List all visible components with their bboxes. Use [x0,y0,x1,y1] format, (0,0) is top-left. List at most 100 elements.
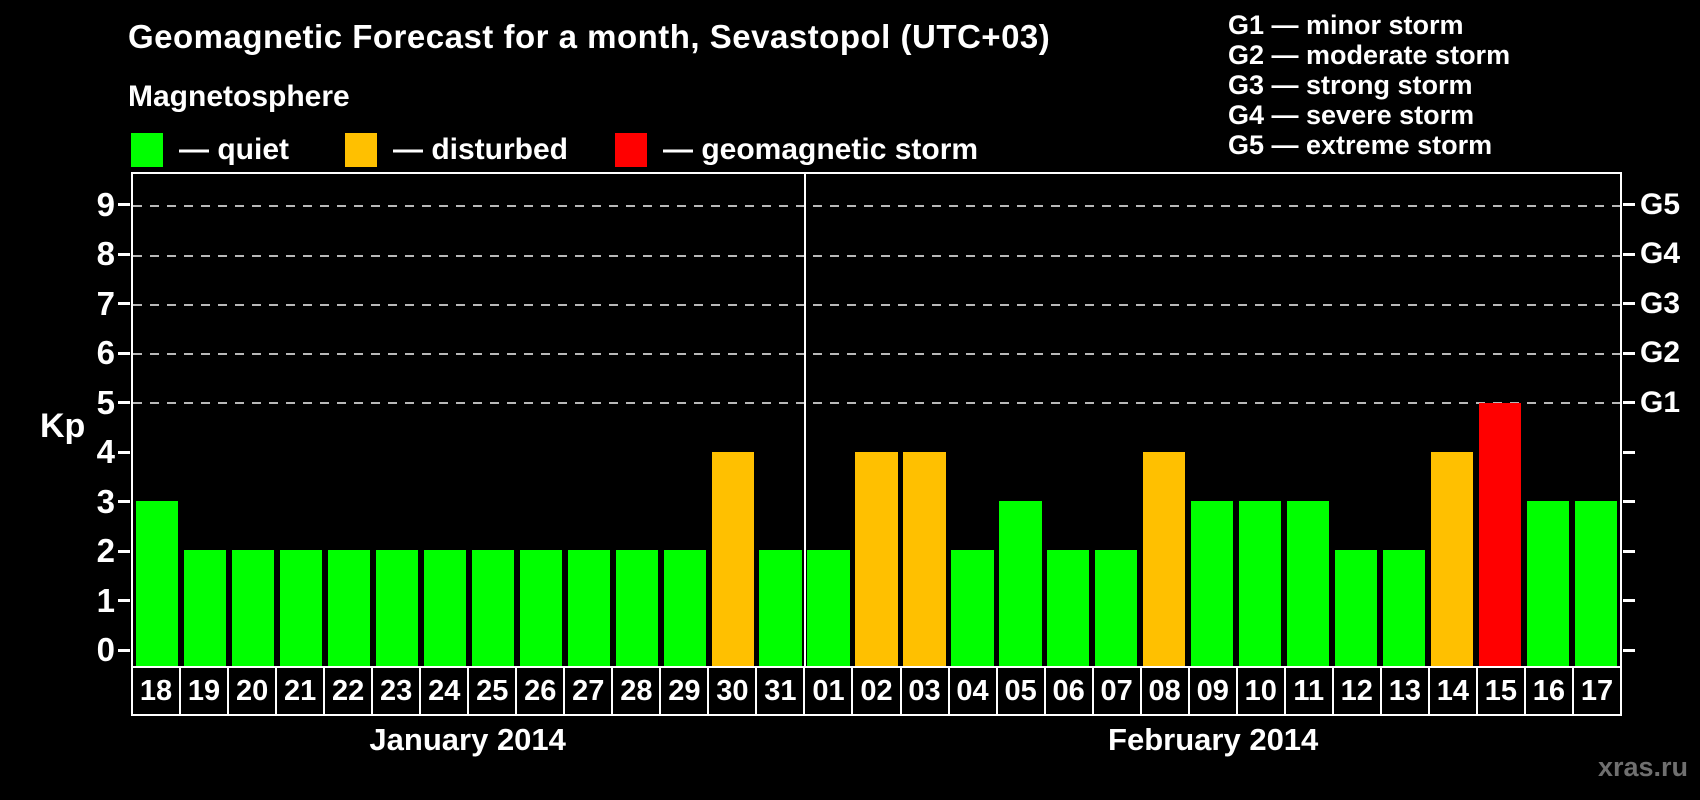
day-label: 27 [563,668,611,714]
y-axis-label-7: 7 [96,284,115,322]
y-axis-label-2: 2 [96,532,115,570]
bar-slot [996,174,1044,666]
day-label: 12 [1331,668,1380,714]
kp-bar [951,550,994,666]
y-axis-tick-left [118,549,130,553]
kp-bar [855,451,898,666]
bar-slot [181,174,229,666]
y-axis-label-8: 8 [96,235,115,273]
y-axis-tick-right [1623,599,1635,603]
day-label: 03 [899,668,948,714]
bar-slot [421,174,469,666]
bar-slot [325,174,373,666]
day-label: 14 [1427,668,1476,714]
bar-slot [709,174,757,666]
y-axis-label-9: 9 [96,185,115,223]
kp-bar [1239,501,1282,666]
day-label: 21 [275,668,323,714]
legend-item-quiet: — quiet [131,132,289,168]
legend-item-label: — disturbed [393,133,569,166]
day-label: 18 [139,674,173,707]
y-axis-tick-left [118,401,130,405]
legend-item-label: — geomagnetic storm [663,133,979,166]
day-label: 29 [659,668,707,714]
y-axis-tick-right [1623,302,1635,306]
kp-bar [375,550,418,666]
bar-slot [133,174,181,666]
bar-slot [661,174,709,666]
kp-bar [711,451,754,666]
kp-bar [1574,501,1618,666]
y-axis-tick-left [118,351,130,355]
y-axis-tick-left [118,500,130,504]
kp-bar [279,550,322,666]
kp-bar [327,550,370,666]
day-label: 05 [995,668,1044,714]
bar-slot [373,174,421,666]
day-label: 06 [1043,668,1092,714]
day-label: 16 [1523,668,1572,714]
legend-item-storm: — geomagnetic storm [615,132,978,168]
legend-item-disturbed: — disturbed [345,132,568,168]
y-axis-label-0: 0 [96,631,115,669]
legend-item-label: — quiet [179,133,289,166]
g-scale-legend-line: G3 — strong storm [1228,70,1473,100]
y-axis-tick-right [1623,500,1635,504]
bar-slot [1236,174,1284,666]
y-axis-tick-right [1623,549,1635,553]
bar-slot [517,174,565,666]
magnetosphere-legend: — quiet — disturbed — geomagnetic storm [0,132,1100,170]
kp-bar [903,451,946,666]
day-label: 24 [419,668,467,714]
y-axis-tick-right [1623,203,1635,207]
kp-bar [999,501,1042,666]
day-label: 23 [371,668,419,714]
gridline-kp9 [133,205,1620,208]
day-label: 11 [1283,668,1332,714]
bar-slot [469,174,517,666]
y-axis-tick-left [118,203,130,207]
kp-bar [1526,501,1570,666]
plot-area [131,172,1622,668]
bar-slot [565,174,613,666]
y-axis-tick-left [118,252,130,256]
kp-bar [183,550,227,666]
day-label: 08 [1139,668,1188,714]
y-axis-label-6: 6 [96,334,115,372]
magnetosphere-heading: Magnetosphere [128,80,350,113]
day-label: 02 [851,668,899,714]
bar-slot [1140,174,1188,666]
bar-slot [229,174,277,666]
kp-bar [423,550,466,666]
kp-bar [1191,501,1234,666]
y-axis-tick-right [1623,450,1635,454]
day-label: 25 [467,668,515,714]
day-label: 22 [323,668,371,714]
bar-slot [1572,174,1620,666]
bar-slot [901,174,949,666]
kp-bar [759,550,802,666]
month-divider-line [803,174,806,666]
kp-bar [231,550,275,666]
bar-slot [805,174,853,666]
g-axis-label-G3: G3 [1640,286,1681,320]
gridline-kp8 [133,254,1620,257]
day-label: 26 [515,668,563,714]
g-axis-label-G4: G4 [1640,237,1681,271]
kp-bar [1383,550,1426,666]
y-axis-label-3: 3 [96,482,115,520]
kp-bar [1479,402,1522,666]
day-label: 13 [1379,668,1428,714]
month-label: January 2014 [369,722,566,757]
kp-bar [615,550,658,666]
y-axis-label-1: 1 [96,581,115,619]
y-axis-tick-right [1623,648,1635,652]
day-label: 19 [179,668,227,714]
kp-bar [519,550,562,666]
month-label: February 2014 [1108,722,1319,757]
kp-bar [567,550,610,666]
bars-layer [133,174,1620,666]
bar-slot [1524,174,1572,666]
bar-slot [1044,174,1092,666]
